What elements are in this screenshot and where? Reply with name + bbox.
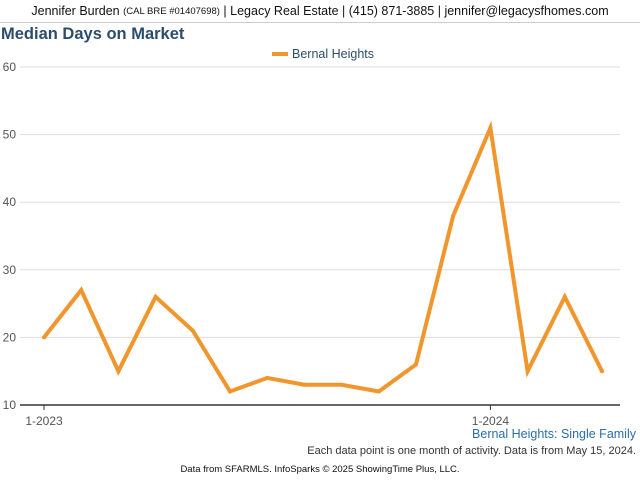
data-point [265,375,270,380]
data-point [116,369,121,374]
data-point [600,369,604,374]
y-tick-label: 20 [3,330,17,344]
chart-title: Median Days on Market [1,25,185,43]
email-address: jennifer@legacysfhomes.com [444,4,609,18]
y-tick-label: 50 [3,128,17,142]
data-point [42,335,46,340]
data-point [302,382,307,387]
series-line [42,120,604,394]
data-point [414,362,418,367]
y-tick-label: 40 [3,195,17,209]
data-point [525,369,530,374]
data-point [153,294,158,299]
axes: 10 20 30 40 50 60 1-2023 1-2024 [3,60,620,428]
legend-label: Bernal Heights [292,47,374,61]
data-point [190,328,195,333]
brokerage-name: Legacy Real Estate [230,4,339,18]
data-credit: Data from SFARMLS. InfoSparks © 2025 Sho… [180,464,460,475]
phone-number: (415) 871-3885 [348,4,435,18]
header-bar: Jennifer Burden (CAL BRE #01407698) | Le… [0,0,640,23]
data-point [451,213,456,218]
chart-subtitle: Bernal Heights: Single Family [472,427,636,441]
data-point [339,382,344,387]
y-tick-label: 60 [3,60,17,74]
data-note: Each data point is one month of activity… [307,445,636,457]
agent-name: Jennifer Burden [31,4,120,18]
y-tick-label: 10 [3,398,17,412]
data-point [228,389,232,394]
x-tick-label: 1-2023 [25,414,63,428]
data-point [376,389,381,394]
data-point [562,294,567,299]
y-tick-label: 30 [3,263,17,277]
series-layer [42,120,604,394]
data-point [79,288,84,293]
legend: Bernal Heights [272,47,374,61]
grid-lines [20,66,620,338]
data-point [488,125,493,130]
license-number: (CAL BRE #01407698) [123,5,220,17]
x-tick-label: 1-2024 [472,414,510,428]
